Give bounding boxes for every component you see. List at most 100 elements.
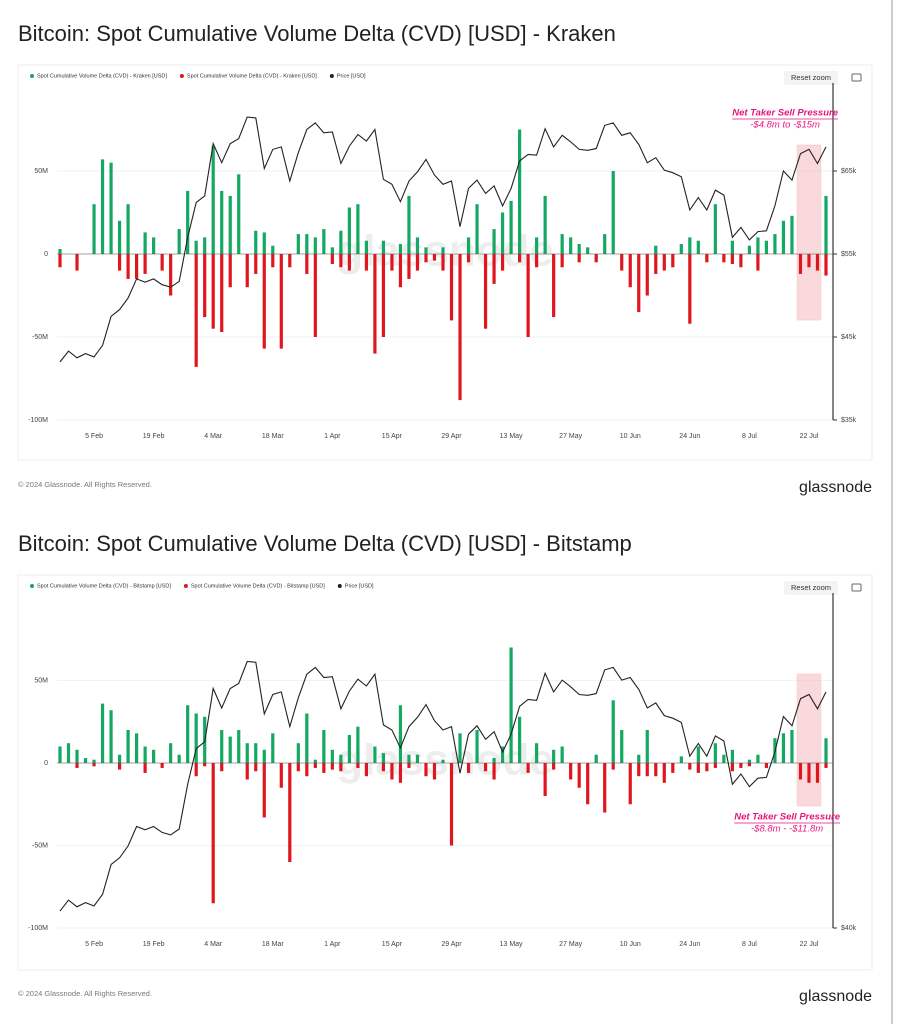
y-tick-label: -100M (28, 925, 48, 932)
bar (339, 254, 343, 268)
bar (254, 743, 258, 763)
bar (109, 710, 113, 763)
bar (347, 207, 351, 254)
bar (594, 254, 598, 263)
reset-zoom-label: Reset zoom (791, 583, 831, 592)
bar (152, 237, 156, 254)
bar (645, 730, 649, 763)
bar (526, 254, 530, 337)
bar (296, 743, 300, 763)
bar (228, 736, 232, 763)
highlight-band (796, 673, 822, 807)
x-tick-label: 29 Apr (441, 941, 462, 948)
bar (773, 234, 777, 254)
bar (483, 254, 488, 329)
bar (330, 254, 334, 264)
bar (560, 746, 564, 763)
reset-zoom-button[interactable] (784, 71, 838, 85)
legend-label: Spot Cumulative Volume Delta (CVD) - Kra… (187, 73, 317, 79)
bar (398, 705, 403, 763)
bar (637, 763, 641, 777)
x-tick-label: 18 Mar (262, 433, 284, 440)
legend-label: Price [USD] (337, 73, 366, 79)
x-tick-label: 27 May (559, 433, 582, 440)
bar (381, 240, 386, 254)
y-tick-label: 0 (44, 760, 48, 767)
bar (330, 247, 334, 254)
bar (671, 254, 675, 268)
x-tick-label: 19 Feb (143, 433, 165, 440)
bar (339, 763, 343, 772)
bar (313, 759, 317, 763)
bar (449, 254, 454, 321)
bar (696, 763, 700, 773)
bar (169, 254, 173, 296)
bar (245, 254, 249, 288)
x-tick-label: 5 Feb (85, 941, 103, 948)
bar (160, 763, 164, 768)
x-tick-label: 29 Apr (441, 433, 462, 440)
y2-tick-label: $40k (841, 925, 857, 932)
bar (356, 763, 360, 768)
camera-icon[interactable] (851, 583, 862, 592)
bar (509, 200, 513, 254)
camera-icon[interactable] (851, 73, 862, 82)
bar (390, 763, 394, 780)
bar (143, 254, 147, 274)
bar (730, 240, 734, 254)
bar (518, 716, 522, 763)
bar (611, 171, 615, 254)
bar (177, 754, 181, 763)
bar (815, 254, 820, 271)
bar (713, 763, 717, 768)
bar (492, 763, 496, 780)
bar (432, 254, 437, 261)
bar (713, 204, 717, 254)
x-tick-label: 27 May (559, 941, 582, 948)
bar (373, 254, 377, 354)
bar (211, 763, 215, 904)
bar (220, 190, 224, 254)
bar (535, 237, 539, 254)
copyright: © 2024 Glassnode. All Rights Reserved. (18, 989, 152, 998)
bar (747, 245, 751, 254)
bar (117, 254, 122, 271)
bar (143, 763, 147, 773)
highlight-band (796, 144, 822, 321)
bar (713, 743, 717, 763)
bar (535, 743, 539, 763)
bar (356, 204, 360, 254)
legend-label: Price [USD] (345, 583, 374, 589)
bar (475, 204, 479, 254)
bar (279, 254, 283, 349)
bar (577, 254, 581, 263)
bar (424, 763, 428, 777)
bar (543, 195, 547, 254)
bar (288, 763, 292, 862)
y2-tick-label: $55k (841, 251, 857, 258)
bar (117, 763, 122, 770)
bar (143, 746, 147, 763)
legend-marker (30, 74, 34, 78)
bar (764, 240, 769, 254)
reset-zoom-button[interactable] (784, 581, 838, 595)
bar (552, 749, 556, 763)
bar (228, 254, 232, 288)
bar (398, 763, 403, 783)
bar (169, 743, 173, 763)
bar (500, 254, 505, 271)
bar (126, 254, 130, 279)
bar (322, 730, 326, 763)
bar (645, 254, 649, 296)
bar (415, 254, 420, 271)
x-tick-label: 13 May (500, 433, 523, 440)
bar (560, 254, 564, 268)
legend-marker (329, 74, 334, 78)
bar (764, 763, 769, 768)
price-line (59, 660, 827, 912)
bar (679, 756, 683, 763)
bar (441, 247, 445, 254)
bar (611, 763, 615, 770)
bar (220, 254, 224, 333)
bar (781, 220, 786, 254)
